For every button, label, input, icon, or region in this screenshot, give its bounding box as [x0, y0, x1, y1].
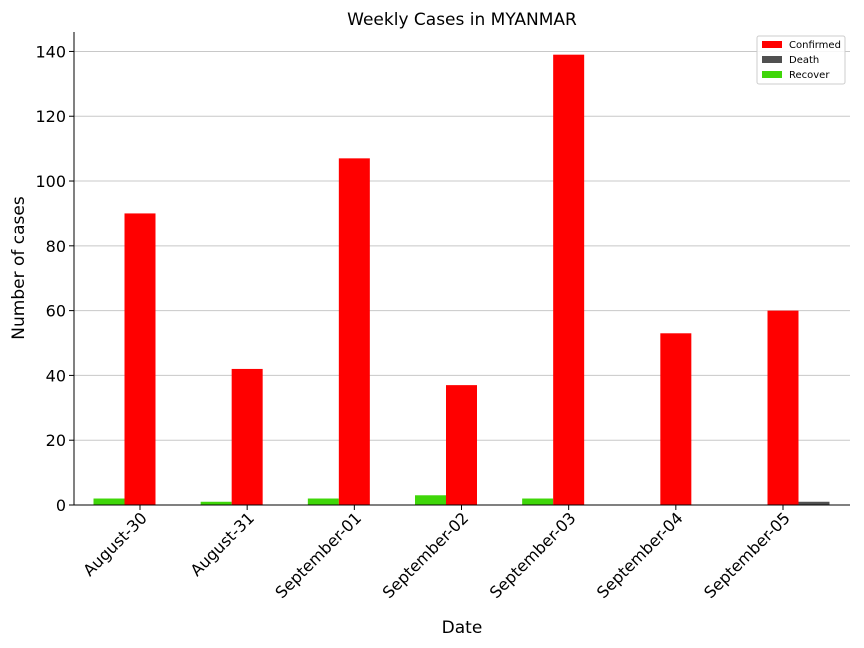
bar-recover-august-31: [200, 501, 232, 505]
y-tick-label: 100: [35, 172, 66, 191]
x-tick-label: August-30: [79, 508, 151, 580]
x-tick-label: September-02: [379, 508, 473, 602]
y-tick-label: 20: [46, 431, 66, 450]
legend: Confirmed Death Recover: [756, 35, 846, 85]
bar-death-september-05: [798, 501, 830, 505]
chart-title: Weekly Cases in MYANMAR: [347, 10, 577, 30]
gridlines: [74, 50, 850, 441]
bars: [93, 54, 830, 506]
x-tick-label: September-03: [486, 508, 580, 602]
bar-confirmed-september-01: [338, 158, 370, 506]
legend-label-recover: Recover: [789, 70, 830, 81]
bar-confirmed-august-30: [124, 213, 156, 505]
y-tick-label: 0: [56, 496, 66, 515]
bar-recover-september-03: [522, 498, 554, 505]
y-ticks: 0 20 40 60 80 100 120 140: [35, 42, 74, 515]
y-tick-label: 40: [46, 366, 66, 385]
legend-swatch-death: [762, 56, 782, 63]
bar-recover-august-30: [93, 498, 125, 505]
legend-label-confirmed: Confirmed: [789, 40, 841, 51]
x-ticks: August-30 August-31 September-01 September-…: [79, 505, 794, 602]
bar-confirmed-september-05: [767, 310, 799, 505]
x-tick-label: September-04: [593, 508, 687, 602]
bar-recover-september-02: [415, 495, 446, 505]
legend-swatch-confirmed: [762, 41, 782, 48]
y-tick-label: 60: [46, 302, 66, 321]
y-tick-label: 120: [35, 107, 66, 126]
bar-confirmed-august-31: [231, 368, 263, 505]
x-axis-label: Date: [442, 618, 483, 638]
legend-label-death: Death: [789, 55, 819, 66]
y-tick-label: 140: [35, 42, 66, 61]
legend-swatch-recover: [762, 71, 782, 78]
bar-confirmed-september-03: [553, 54, 585, 506]
x-tick-label: August-31: [186, 508, 258, 580]
x-tick-label: September-01: [271, 508, 365, 602]
y-axis-label: Number of cases: [9, 196, 29, 340]
bar-recover-september-01: [307, 498, 339, 505]
y-tick-label: 80: [46, 237, 66, 256]
bar-confirmed-september-02: [446, 385, 477, 505]
bar-confirmed-september-04: [660, 333, 692, 505]
x-tick-label: September-05: [700, 508, 794, 602]
